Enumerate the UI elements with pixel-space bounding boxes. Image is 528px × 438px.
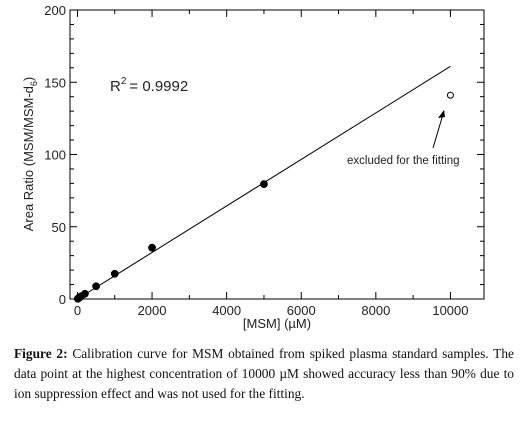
data-points <box>73 91 454 303</box>
y-tick-label: 50 <box>52 220 66 235</box>
y-tick-label: 200 <box>44 3 66 18</box>
y-tick-label: 100 <box>44 148 66 163</box>
r-squared-label: R2 = 0.9992 <box>110 76 188 95</box>
x-axis-title: [MSM] (µM) <box>243 316 311 331</box>
x-tick-label: 6000 <box>287 303 316 318</box>
data-point <box>260 180 268 189</box>
x-tick-label: 0 <box>74 303 81 318</box>
data-point <box>81 289 89 298</box>
figure-caption: Figure 2: Calibration curve for MSM obta… <box>14 344 514 404</box>
excluded-data-point <box>446 91 454 99</box>
calibration-chart: 0 2000 4000 6000 8000 10000 0 50 100 150 200 R2 = 0… <box>21 3 485 331</box>
tick-labels: 0 2000 4000 6000 8000 10000 0 50 100 150 200 <box>44 3 468 318</box>
x-tick-label: 2000 <box>138 303 167 318</box>
data-point <box>110 269 119 278</box>
caption-label: Figure 2: <box>14 346 68 361</box>
data-point <box>92 282 101 291</box>
y-tick-label: 150 <box>44 75 66 90</box>
data-point <box>148 243 156 252</box>
x-tick-label: 10000 <box>432 303 468 318</box>
x-tick-label: 4000 <box>212 303 241 318</box>
x-tick-label: 8000 <box>361 303 390 318</box>
plot-frame <box>69 9 485 300</box>
exclusion-annotation: excluded for the fitting <box>347 155 460 167</box>
y-tick-label: 0 <box>59 292 66 307</box>
annotation-arrow-head <box>438 110 445 118</box>
caption-text: Calibration curve for MSM obtained from … <box>14 346 514 401</box>
y-axis-title: Area Ratio (MSM/MSM-d6) <box>21 77 39 232</box>
